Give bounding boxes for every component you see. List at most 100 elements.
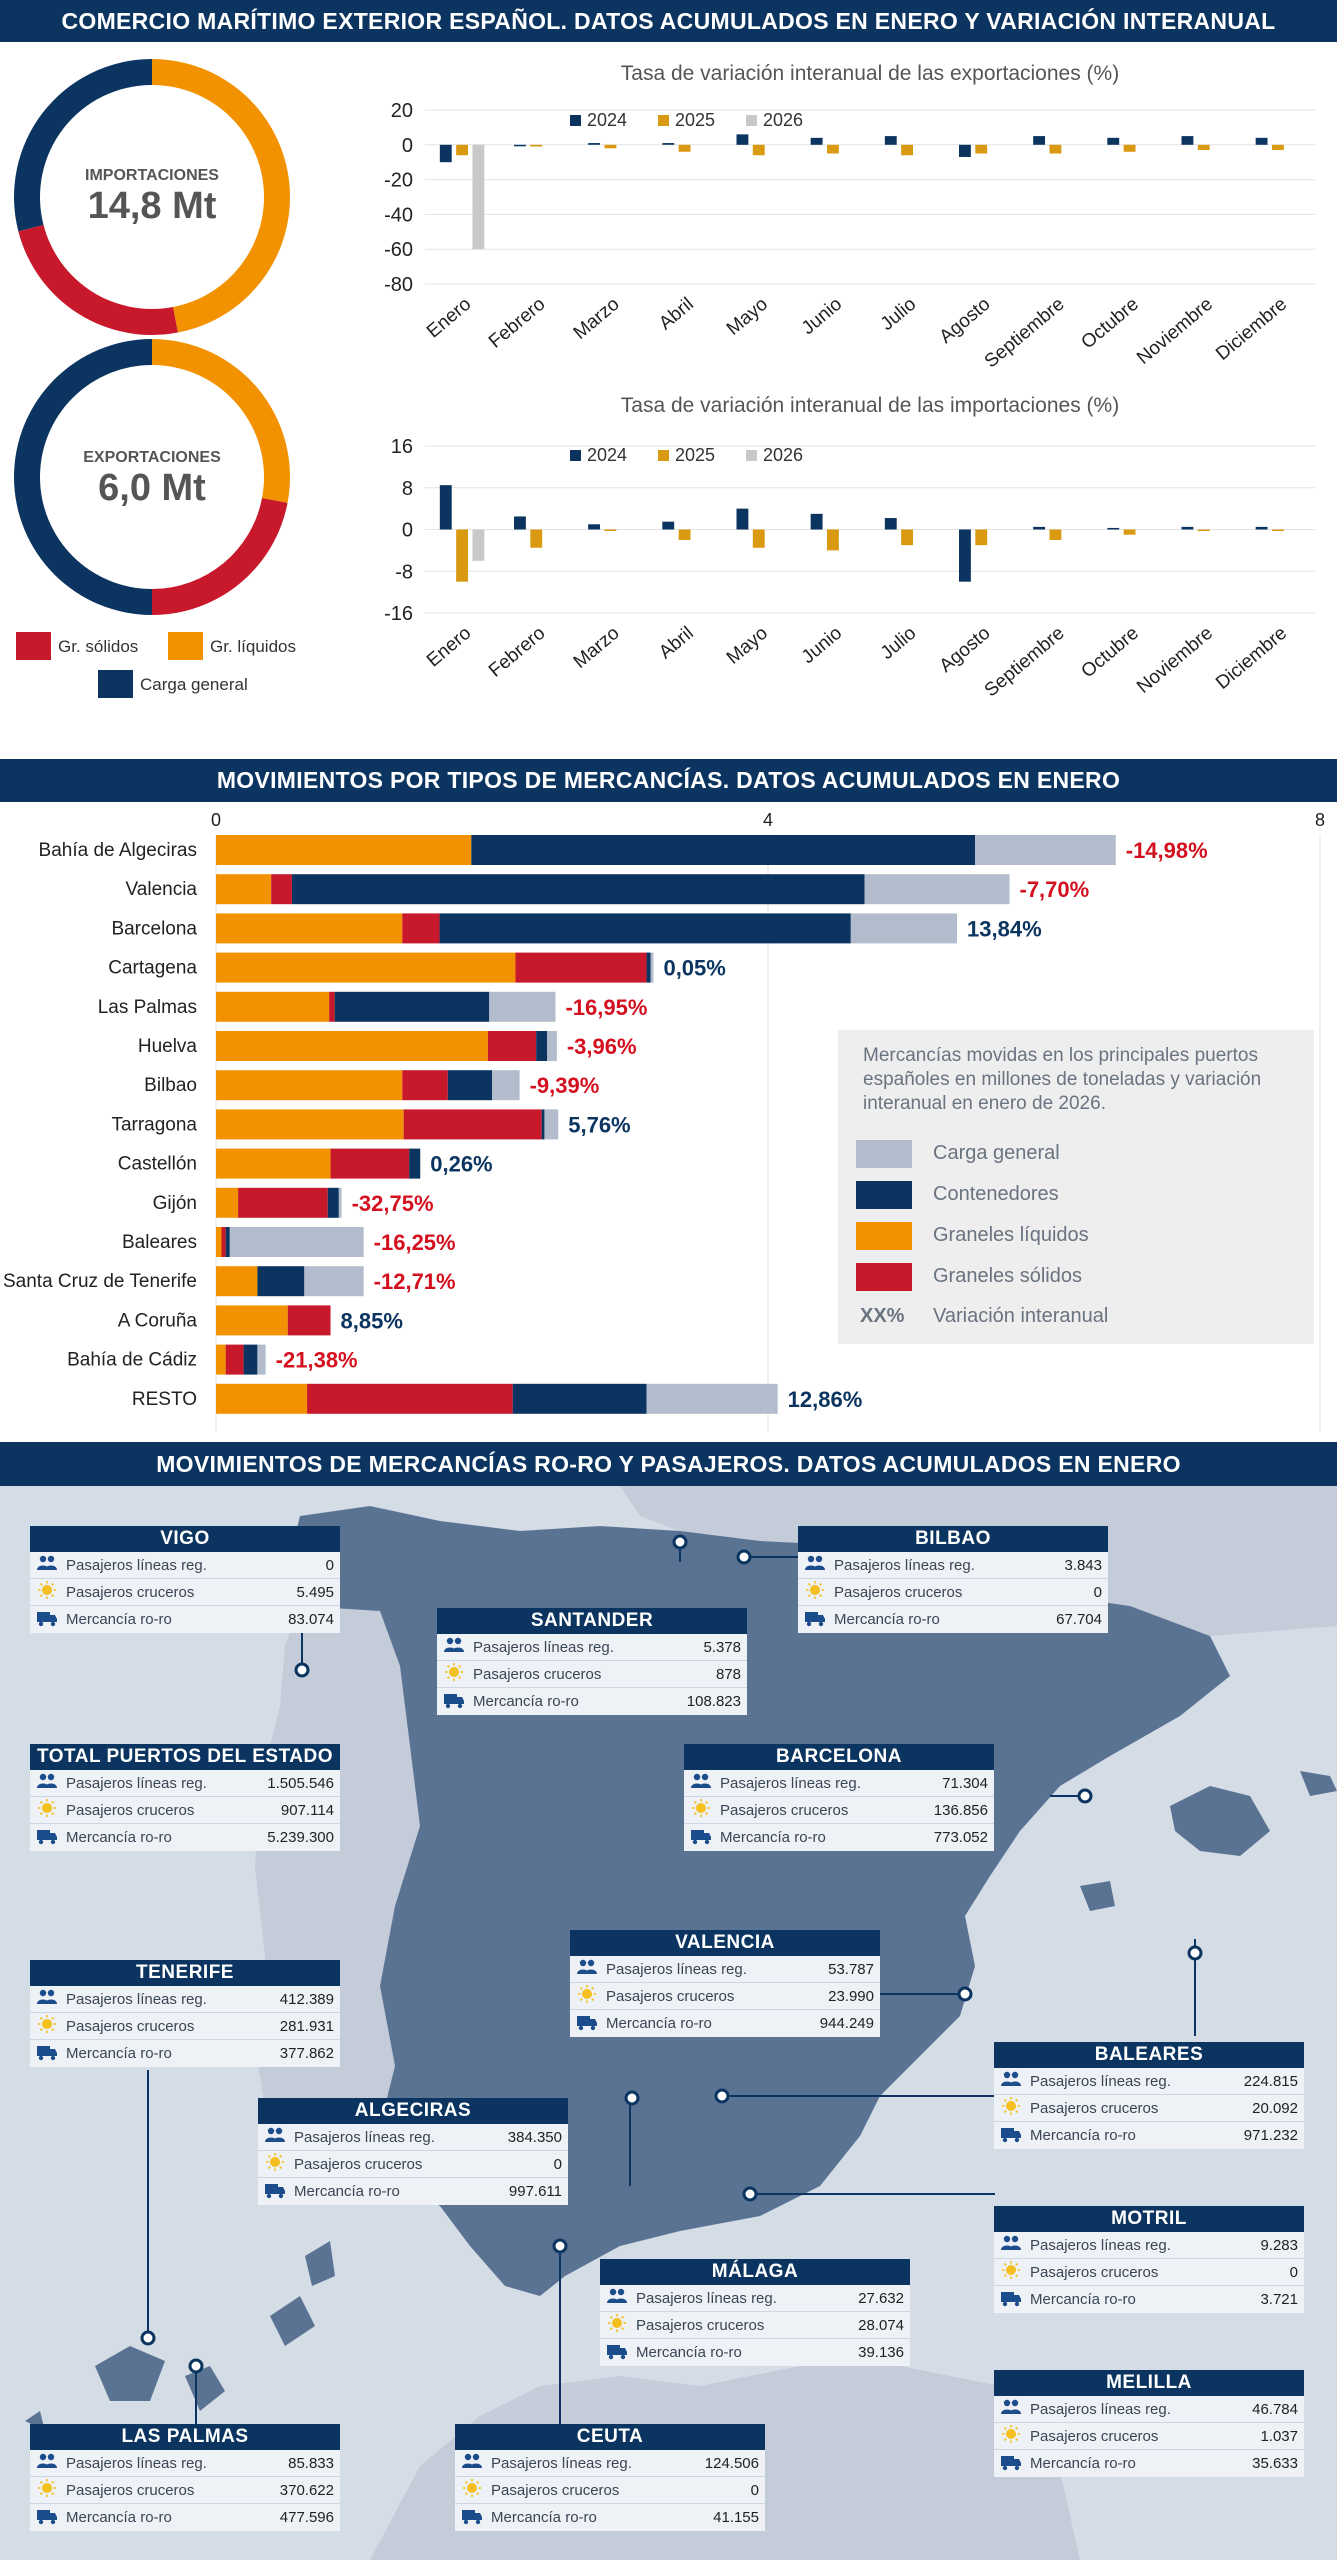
bar-segment-graneles-l-quidos bbox=[216, 1148, 331, 1179]
bar-segment-graneles-s-lidos bbox=[402, 913, 440, 944]
x-tick-label: Enero bbox=[423, 623, 475, 672]
bar-2024-noviembre bbox=[1181, 526, 1194, 530]
donut-charts: IMPORTACIONES 14,8 Mt EXPORTACIONES 6,0 … bbox=[13, 59, 296, 698]
x-tick-label: Octubre bbox=[1078, 623, 1143, 683]
legend-variation-label: Variación interanual bbox=[933, 1305, 1109, 1327]
bar-2025-junio bbox=[826, 144, 839, 154]
bar-segment-graneles-s-lidos bbox=[238, 1187, 328, 1218]
chart-exportaciones-variacion: Tasa de variación interanual de las expo… bbox=[384, 62, 1315, 373]
bar-2025-enero bbox=[456, 144, 469, 156]
category-label: Barcelona bbox=[111, 918, 197, 939]
port-row-label: Mercancía ro-ro bbox=[1030, 2455, 1136, 2472]
truck-icon bbox=[36, 2043, 66, 2065]
port-row-lineas: Pasajeros líneas reg. 9.283 bbox=[994, 2232, 1304, 2259]
chart-title: Tasa de variación interanual de las expo… bbox=[621, 62, 1119, 85]
port-row-value: 85.833 bbox=[288, 2454, 334, 2472]
bar-segment-contenedores bbox=[243, 1344, 258, 1375]
port-row-value: 0 bbox=[553, 2155, 562, 2173]
bar-2024-junio bbox=[810, 137, 823, 145]
sun-icon bbox=[690, 1799, 720, 1821]
port-row-cruceros: Pasajeros cruceros 0 bbox=[455, 2477, 765, 2504]
bar-2024-febrero bbox=[514, 516, 526, 530]
port-row-roro: Mercancía ro-ro 35.633 bbox=[994, 2450, 1304, 2477]
port-row-cruceros: Pasajeros cruceros 5.495 bbox=[30, 1579, 340, 1606]
marker-motril bbox=[714, 2088, 730, 2104]
bar-2024-marzo bbox=[588, 524, 601, 530]
port-row-cruceros: Pasajeros cruceros 1.037 bbox=[994, 2423, 1304, 2450]
port-row-value: 71.304 bbox=[942, 1774, 988, 1792]
donut-slice-carga-general bbox=[14, 339, 152, 615]
port-row-label: Mercancía ro-ro bbox=[606, 2015, 712, 2032]
port-row-roro: Mercancía ro-ro 39.136 bbox=[600, 2339, 910, 2366]
chart-importaciones-variacion: Tasa de variación interanual de las impo… bbox=[384, 394, 1315, 701]
x-tick-label: Septiembre bbox=[981, 294, 1069, 373]
bar-segment-carga-general bbox=[489, 991, 556, 1022]
category-label: Valencia bbox=[126, 879, 198, 900]
port-row-lineas: Pasajeros líneas reg. 53.787 bbox=[570, 1956, 880, 1983]
marker-santander bbox=[672, 1534, 688, 1550]
port-row-lineas: Pasajeros líneas reg. 1.505.546 bbox=[30, 1770, 340, 1797]
port-row-label: Pasajeros líneas reg. bbox=[1030, 2236, 1171, 2254]
bar-2024-septiembre bbox=[1033, 136, 1046, 145]
truck-icon bbox=[461, 2507, 491, 2529]
port-row-value: 3.843 bbox=[1064, 1556, 1102, 1574]
variation-label: 8,85% bbox=[341, 1308, 403, 1333]
bar-segment-carga-general bbox=[650, 952, 654, 983]
legend-swatch-2025 bbox=[658, 450, 669, 461]
port-row-label: Mercancía ro-ro bbox=[66, 2509, 172, 2526]
sun-icon bbox=[606, 2314, 636, 2336]
marker-melilla bbox=[742, 2186, 758, 2202]
people-icon bbox=[606, 2287, 636, 2309]
port-row-lineas: Pasajeros líneas reg. 71.304 bbox=[684, 1770, 994, 1797]
y-tick-label: -16 bbox=[384, 603, 413, 625]
bar-2025-julio bbox=[901, 144, 914, 156]
port-row-roro: Mercancía ro-ro 108.823 bbox=[437, 1688, 747, 1715]
legend-swatch-2026 bbox=[746, 450, 757, 461]
variation-label: 12,86% bbox=[788, 1387, 863, 1412]
port-box-title: BILBAO bbox=[798, 1526, 1108, 1552]
bar-segment-graneles-l-quidos bbox=[216, 1187, 239, 1218]
port-row-roro: Mercancía ro-ro 41.155 bbox=[455, 2504, 765, 2531]
variation-label: -12,71% bbox=[374, 1269, 456, 1294]
donut-slice-gr-l-quidos bbox=[152, 59, 291, 333]
bar-2024-junio bbox=[810, 513, 823, 530]
port-row-lineas: Pasajeros líneas reg. 224.815 bbox=[994, 2068, 1304, 2095]
truck-icon bbox=[36, 1609, 66, 1631]
port-box-las-palmas: LAS PALMAS Pasajeros líneas reg. 85.833 … bbox=[30, 2424, 340, 2531]
port-row-lineas: Pasajeros líneas reg. 5.378 bbox=[437, 1634, 747, 1661]
port-row-value: 46.784 bbox=[1252, 2400, 1298, 2418]
port-row-value: 878 bbox=[715, 1665, 741, 1683]
port-row-label: Pasajeros cruceros bbox=[834, 1583, 963, 1601]
port-row-label: Mercancía ro-ro bbox=[834, 1611, 940, 1628]
x-tick-label: Febrero bbox=[485, 623, 549, 682]
port-row-value: 0 bbox=[1289, 2263, 1298, 2281]
x-tick-label: Febrero bbox=[485, 294, 549, 353]
bar-2024-marzo bbox=[588, 143, 601, 145]
port-row-roro: Mercancía ro-ro 3.721 bbox=[994, 2286, 1304, 2313]
bar-segment-contenedores bbox=[327, 1187, 339, 1218]
bar-segment-carga-general bbox=[850, 913, 958, 944]
x-tick-label: Diciembre bbox=[1212, 294, 1291, 365]
port-box-title: VALENCIA bbox=[570, 1930, 880, 1956]
port-box-title: VIGO bbox=[30, 1526, 340, 1552]
people-icon bbox=[264, 2126, 294, 2148]
donut-slice-gr-s-lidos bbox=[152, 497, 288, 615]
port-row-value: 370.622 bbox=[279, 2481, 334, 2499]
bar-2025-abril bbox=[678, 144, 691, 152]
people-icon bbox=[1000, 2398, 1030, 2420]
bar-segment-graneles-s-lidos bbox=[307, 1383, 513, 1414]
sun-icon bbox=[36, 1581, 66, 1603]
donut-slice-gr-l-quidos bbox=[152, 339, 290, 503]
port-row-label: Pasajeros cruceros bbox=[66, 1801, 195, 1819]
legend-label-graneles-solidos: Graneles sólidos bbox=[933, 1265, 1082, 1287]
people-icon bbox=[443, 1636, 473, 1658]
port-row-value: 0 bbox=[325, 1556, 334, 1574]
port-row-value: 0 bbox=[750, 2481, 759, 2499]
x-tick-label: 4 bbox=[763, 810, 773, 830]
port-row-value: 477.596 bbox=[279, 2509, 334, 2526]
y-tick-label: -20 bbox=[384, 170, 413, 192]
port-row-label: Pasajeros cruceros bbox=[1030, 2263, 1159, 2281]
truck-icon bbox=[1000, 2289, 1030, 2311]
legend-label-2025: 2025 bbox=[675, 110, 715, 130]
donut-importaciones-label: IMPORTACIONES bbox=[85, 167, 219, 184]
